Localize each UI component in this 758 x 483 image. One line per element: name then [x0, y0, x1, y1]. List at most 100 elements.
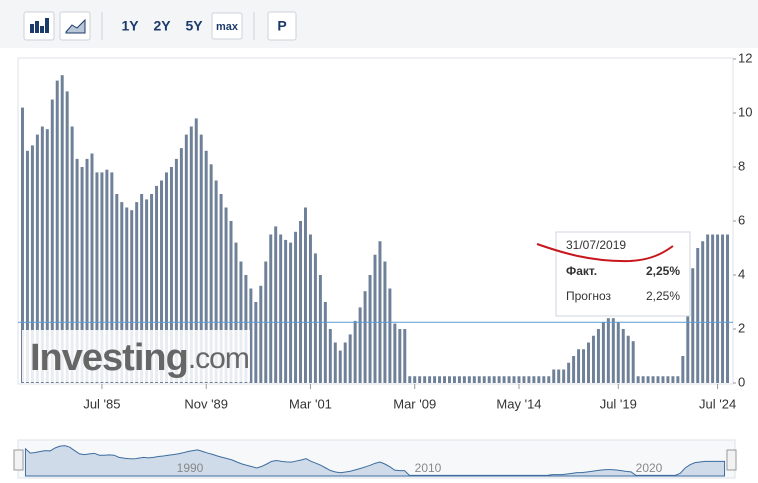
- bar: [155, 185, 159, 383]
- bar: [601, 322, 605, 383]
- bar: [646, 376, 650, 383]
- bar: [299, 221, 303, 383]
- bar: [363, 291, 367, 383]
- range-button[interactable]: 1Y: [121, 18, 139, 34]
- y-tick-label: 2: [738, 320, 745, 335]
- bar: [726, 234, 730, 383]
- bar: [353, 320, 357, 383]
- bar: [428, 376, 432, 383]
- bar: [447, 376, 451, 383]
- currency-text: P: [277, 18, 286, 34]
- x-tick-label: May '14: [496, 396, 541, 411]
- bar: [269, 234, 273, 383]
- navigator-handle[interactable]: [13, 449, 24, 471]
- bar: [467, 376, 471, 383]
- bar: [706, 234, 710, 383]
- bar-icon: [30, 18, 49, 33]
- bar: [25, 150, 29, 383]
- bar: [348, 334, 352, 383]
- bar: [696, 248, 700, 383]
- bar: [209, 164, 213, 383]
- x-tick-label: Nov '89: [184, 396, 228, 411]
- bar: [686, 302, 690, 383]
- bar: [552, 369, 556, 383]
- x-tick-label: Jul '85: [83, 396, 120, 411]
- bar: [676, 376, 680, 383]
- bar: [443, 376, 446, 383]
- bar: [512, 376, 516, 383]
- max-button[interactable]: [211, 12, 243, 40]
- bar: [651, 376, 655, 383]
- x-tick-label: Jul '19: [600, 396, 637, 411]
- x-tick-label: Mar '01: [289, 396, 332, 411]
- bar: [284, 239, 288, 383]
- range-button[interactable]: 2Y: [153, 18, 171, 34]
- bar: [279, 234, 283, 383]
- bar: [636, 376, 640, 383]
- bar: [40, 126, 44, 383]
- bar: [621, 329, 625, 383]
- bar: [135, 202, 139, 383]
- watermark-suffix: .com: [188, 342, 249, 375]
- bar: [338, 350, 342, 383]
- x-tick-label: Jul '24: [699, 396, 736, 411]
- tooltip-value: 2,25%: [646, 289, 680, 303]
- bar: [616, 322, 620, 383]
- bar: [502, 376, 506, 383]
- bar: [294, 231, 298, 383]
- bar: [477, 376, 481, 383]
- annotation-scribble: [536, 243, 674, 263]
- x-tick-label: Mar '09: [393, 396, 436, 411]
- bar: [587, 342, 590, 383]
- range-button[interactable]: max: [216, 21, 239, 33]
- watermark: Investing.com: [30, 337, 249, 379]
- bar: [204, 150, 208, 383]
- bar: [527, 376, 531, 383]
- navigator-area: [24, 445, 726, 477]
- tooltip-date: 31/07/2019: [566, 238, 626, 252]
- bar: [160, 180, 163, 383]
- bar: [30, 145, 34, 383]
- bar: [115, 194, 119, 383]
- bar: [229, 221, 233, 383]
- bar: [433, 376, 437, 383]
- bar: [492, 376, 496, 383]
- bar: [55, 80, 59, 383]
- bar: [35, 134, 39, 383]
- bar: [289, 242, 293, 383]
- bar: [572, 356, 576, 383]
- bar: [611, 318, 615, 383]
- bar: [304, 207, 307, 383]
- navigator-handle[interactable]: [726, 449, 737, 471]
- bar: [398, 329, 402, 383]
- bar: [80, 167, 84, 383]
- bar: [174, 158, 178, 383]
- range-button[interactable]: 5Y: [185, 18, 203, 34]
- bar: [666, 376, 670, 383]
- y-tick-label: 4: [738, 266, 745, 281]
- bar: [313, 253, 317, 383]
- watermark-bg: [22, 330, 250, 382]
- bar: [145, 199, 149, 383]
- bar: [45, 129, 49, 383]
- bar: [661, 376, 665, 383]
- bar: [631, 341, 635, 383]
- currency-button[interactable]: [267, 11, 297, 41]
- bar: [214, 180, 218, 383]
- bar: [711, 234, 715, 383]
- bar: [701, 241, 705, 383]
- bar: [393, 323, 397, 383]
- bar: [716, 234, 720, 383]
- y-tick-label: 10: [738, 104, 752, 119]
- bar: [522, 376, 526, 383]
- navigator-label: 2020: [636, 461, 663, 475]
- bar: [100, 172, 104, 383]
- bar: [547, 376, 551, 383]
- bar: [343, 342, 347, 383]
- bar: [169, 167, 173, 383]
- bar: [308, 234, 312, 383]
- y-tick-label: 12: [738, 50, 752, 65]
- bar: [418, 376, 422, 383]
- bar: [596, 329, 600, 383]
